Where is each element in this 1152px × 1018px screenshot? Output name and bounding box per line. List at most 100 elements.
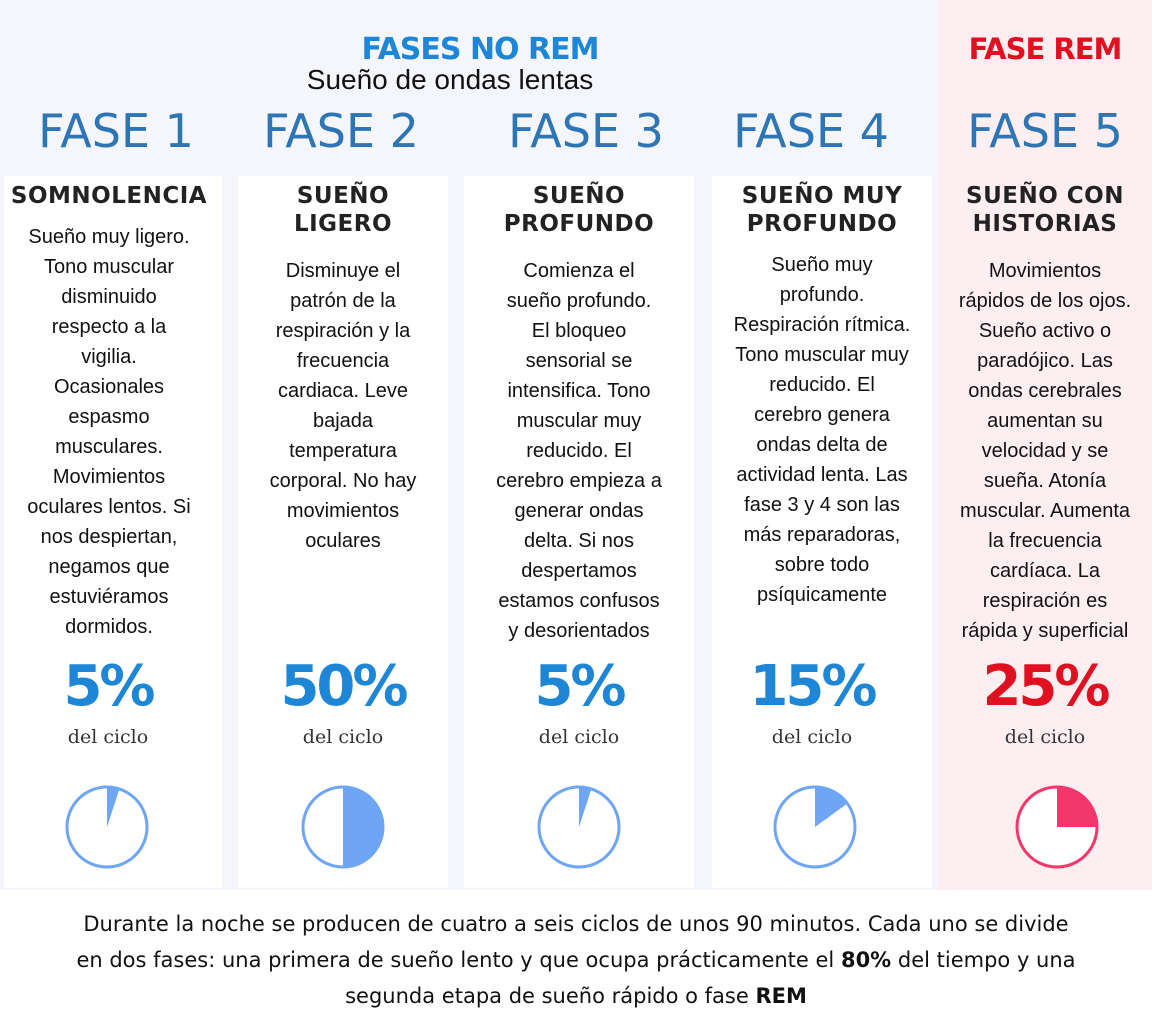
footer-highlight-rem: REM bbox=[755, 984, 807, 1008]
fase-1-desc-line: disminuido bbox=[61, 286, 157, 308]
fase-3-desc-line: sensorial se bbox=[525, 350, 633, 372]
fase-3-desc-line: sueño profundo. bbox=[506, 290, 652, 312]
fase-5-heading-line: SUEÑO CON bbox=[966, 183, 1124, 209]
fase-4-heading-line: PROFUNDO bbox=[746, 211, 898, 237]
fase-1-desc-line: nos despiertan, bbox=[40, 526, 178, 548]
fase-1-desc-line: Movimientos bbox=[52, 466, 166, 488]
fase-3-desc-line: despertamos bbox=[521, 560, 637, 582]
fase-4-desc-line: reducido. El bbox=[769, 374, 875, 396]
fase-2-desc-line: Disminuye el bbox=[285, 260, 401, 282]
fase-1-desc-line: dormidos. bbox=[65, 616, 153, 638]
rem-title: FASE REM bbox=[968, 32, 1123, 66]
fase-1-desc-line: Tono muscular bbox=[43, 256, 175, 278]
fase-1-heading-line: SOMNOLENCIA bbox=[10, 183, 208, 209]
fase-2-label: FASE 2 bbox=[263, 104, 419, 158]
fase-4-description: Sueño muy profundo. Respiración rítmica.… bbox=[712, 250, 932, 610]
fase-5-desc-line: Movimientos bbox=[988, 260, 1102, 282]
fase-3-cycle-label: del ciclo bbox=[538, 726, 620, 748]
fase-1-percent: 5% bbox=[63, 654, 155, 719]
fase-2-desc-line: frecuencia bbox=[296, 350, 390, 372]
fase-4-percent: 15% bbox=[749, 654, 877, 719]
fase-4-desc-line: sobre todo bbox=[774, 554, 870, 576]
fase-1-desc-line: Sueño muy ligero. bbox=[28, 226, 190, 248]
fase-1-desc-line: musculares. bbox=[55, 436, 163, 458]
fase-1-description: Sueño muy ligero. Tono muscular disminui… bbox=[0, 222, 218, 642]
footer-summary: Durante la noche se producen de cuatro a… bbox=[20, 906, 1132, 1014]
rem-background bbox=[938, 0, 1152, 890]
footer-line-1: Durante la noche se producen de cuatro a… bbox=[83, 912, 1069, 936]
fase-5-label: FASE 5 bbox=[967, 104, 1123, 158]
fase-4-desc-line: psíquicamente bbox=[756, 584, 888, 606]
fase-5-description: Movimientos rápidos de los ojos. Sueño a… bbox=[938, 256, 1152, 646]
fase-3-desc-line: estamos confusos bbox=[498, 590, 660, 612]
fase-5-desc-line: muscular. Aumenta bbox=[959, 500, 1131, 522]
fase-3-percent: 5% bbox=[534, 654, 626, 719]
fase-3-desc-line: El bloqueo bbox=[531, 320, 627, 342]
fase-4-desc-line: Respiración rítmica. bbox=[733, 314, 911, 336]
column-panel-fase-2 bbox=[238, 176, 448, 888]
fase-2-desc-line: cardiaca. Leve bbox=[277, 380, 409, 402]
fase-4-heading: SUEÑO MUY PROFUNDO bbox=[712, 182, 932, 238]
footer-text: del tiempo y una bbox=[891, 948, 1076, 972]
fase-2-description: Disminuye el patrón de la respiración y … bbox=[238, 256, 448, 556]
fase-2-desc-line: temperatura bbox=[289, 440, 397, 462]
column-panel-fase-1 bbox=[4, 176, 222, 888]
fase-2-desc-line: oculares bbox=[305, 530, 381, 552]
fase-2-heading-line: LIGERO bbox=[293, 211, 393, 237]
fase-5-desc-line: cardíaca. La bbox=[989, 560, 1101, 582]
fase-2-cycle-label: del ciclo bbox=[302, 726, 384, 748]
fase-5-desc-line: aumentan su bbox=[987, 410, 1103, 432]
fase-3-desc-line: muscular muy bbox=[516, 410, 642, 432]
fase-2-heading: SUEÑO LIGERO bbox=[238, 182, 448, 238]
fase-1-desc-line: Ocasionales bbox=[53, 376, 165, 398]
fase-2-desc-line: bajada bbox=[312, 410, 374, 432]
fase-3-desc-line: reducido. El bbox=[526, 440, 632, 462]
fase-3-heading-line: SUEÑO bbox=[532, 183, 626, 209]
fase-1-pie-chart bbox=[65, 785, 149, 869]
fase-4-desc-line: Tono muscular muy bbox=[735, 344, 909, 366]
fase-2-pie-chart bbox=[301, 785, 385, 869]
fase-3-desc-line: generar ondas bbox=[514, 500, 644, 522]
column-panel-fase-4 bbox=[712, 176, 932, 888]
fase-1-desc-line: estuviéramos bbox=[49, 586, 169, 608]
fase-2-desc-line: patrón de la bbox=[290, 290, 396, 312]
fase-1-desc-line: negamos que bbox=[48, 556, 170, 578]
fase-3-desc-line: intensifica. Tono bbox=[507, 380, 651, 402]
norem-subtitle: Sueño de ondas lentas bbox=[306, 64, 594, 95]
fase-5-desc-line: ondas cerebrales bbox=[968, 380, 1122, 402]
fase-3-desc-line: y desorientados bbox=[508, 620, 650, 642]
fase-3-pie-chart bbox=[537, 785, 621, 869]
fase-3-label: FASE 3 bbox=[508, 104, 664, 158]
fase-5-cycle-label: del ciclo bbox=[1004, 726, 1086, 748]
fase-2-percent: 50% bbox=[280, 654, 408, 719]
fase-1-desc-line: vigilia. bbox=[81, 346, 137, 368]
norem-title: FASES NO REM bbox=[361, 32, 600, 67]
footer-text: segunda etapa de sueño rápido o fase bbox=[345, 984, 756, 1008]
fase-1-desc-line: oculares lentos. Si bbox=[27, 496, 191, 518]
fase-4-desc-line: más reparadoras, bbox=[743, 524, 901, 546]
fase-5-heading-line: HISTORIAS bbox=[972, 211, 1118, 237]
fase-3-description: Comienza el sueño profundo. El bloqueo s… bbox=[464, 256, 694, 646]
fase-1-label: FASE 1 bbox=[38, 104, 194, 158]
fase-3-heading-line: PROFUNDO bbox=[503, 211, 655, 237]
fase-4-desc-line: fase 3 y 4 son las bbox=[744, 494, 900, 516]
fase-4-heading-line: SUEÑO MUY bbox=[741, 183, 903, 209]
fase-3-pie-slice bbox=[579, 787, 592, 827]
fase-5-heading: SUEÑO CON HISTORIAS bbox=[938, 182, 1152, 238]
footer-line-3: segunda etapa de sueño rápido o fase REM bbox=[20, 978, 1132, 1014]
fase-5-desc-line: sueña. Atonía bbox=[983, 470, 1107, 492]
fase-1-desc-line: espasmo bbox=[68, 406, 150, 428]
fase-5-desc-line: rápida y superficial bbox=[961, 620, 1129, 642]
fase-4-desc-line: profundo. bbox=[779, 284, 865, 306]
fase-5-desc-line: rápidos de los ojos. bbox=[958, 290, 1132, 312]
fase-3-desc-line: cerebro empieza a bbox=[496, 470, 662, 492]
footer-text: en dos fases: una primera de sueño lento… bbox=[76, 948, 841, 972]
fase-1-cycle-label: del ciclo bbox=[67, 726, 149, 748]
fase-5-percent: 25% bbox=[982, 654, 1110, 719]
fase-2-pie-slice bbox=[343, 787, 383, 867]
fase-4-pie-chart bbox=[773, 785, 857, 869]
fase-4-label: FASE 4 bbox=[733, 104, 889, 158]
fase-5-desc-line: respiración es bbox=[982, 590, 1108, 612]
footer-line-2: en dos fases: una primera de sueño lento… bbox=[20, 942, 1132, 978]
fase-3-desc-line: Comienza el bbox=[523, 260, 635, 282]
